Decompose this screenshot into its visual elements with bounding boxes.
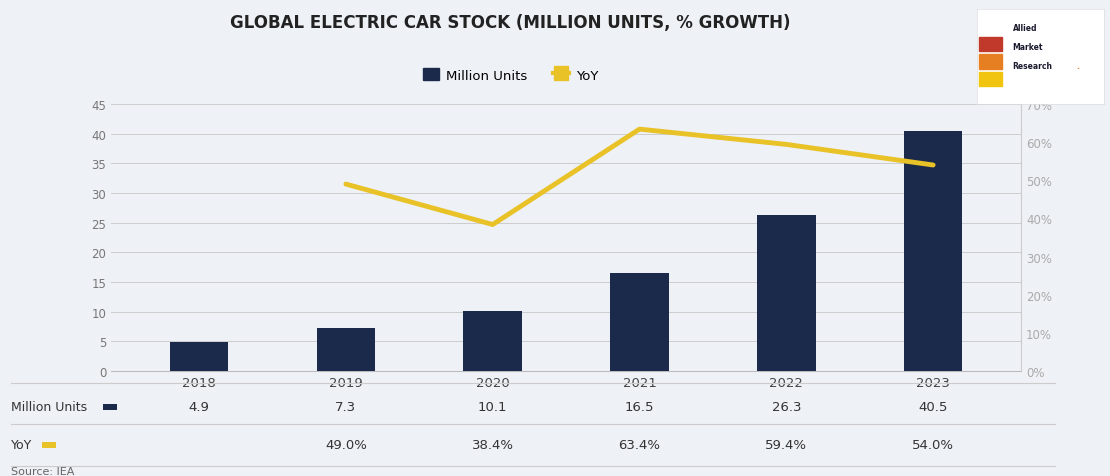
Text: GLOBAL ELECTRIC CAR STOCK (MILLION UNITS, % GROWTH): GLOBAL ELECTRIC CAR STOCK (MILLION UNITS…: [231, 14, 790, 32]
Legend: Million Units, YoY: Million Units, YoY: [417, 64, 604, 88]
Text: 26.3: 26.3: [771, 400, 801, 414]
Text: Source: IEA: Source: IEA: [11, 466, 74, 476]
Text: 59.4%: 59.4%: [765, 438, 807, 452]
Bar: [316, 328, 375, 371]
Bar: [904, 131, 962, 371]
Text: Market: Market: [1012, 43, 1043, 52]
Text: 40.5: 40.5: [918, 400, 948, 414]
Text: YoY: YoY: [11, 438, 32, 452]
Text: Research: Research: [1012, 62, 1052, 71]
Text: 49.0%: 49.0%: [325, 438, 366, 452]
Text: Million Units: Million Units: [11, 400, 88, 414]
Bar: [610, 274, 669, 371]
Bar: [979, 38, 1002, 52]
Text: 54.0%: 54.0%: [912, 438, 955, 452]
Text: 7.3: 7.3: [335, 400, 356, 414]
Bar: [463, 311, 522, 371]
Bar: [979, 72, 1002, 87]
Bar: [979, 55, 1002, 69]
Text: 38.4%: 38.4%: [472, 438, 514, 452]
Text: 4.9: 4.9: [189, 400, 210, 414]
Bar: [170, 342, 229, 371]
Text: Allied: Allied: [1012, 24, 1037, 33]
Text: 16.5: 16.5: [625, 400, 654, 414]
Text: 63.4%: 63.4%: [618, 438, 660, 452]
Text: .: .: [1077, 62, 1079, 71]
Text: 10.1: 10.1: [478, 400, 507, 414]
Bar: [757, 216, 816, 371]
